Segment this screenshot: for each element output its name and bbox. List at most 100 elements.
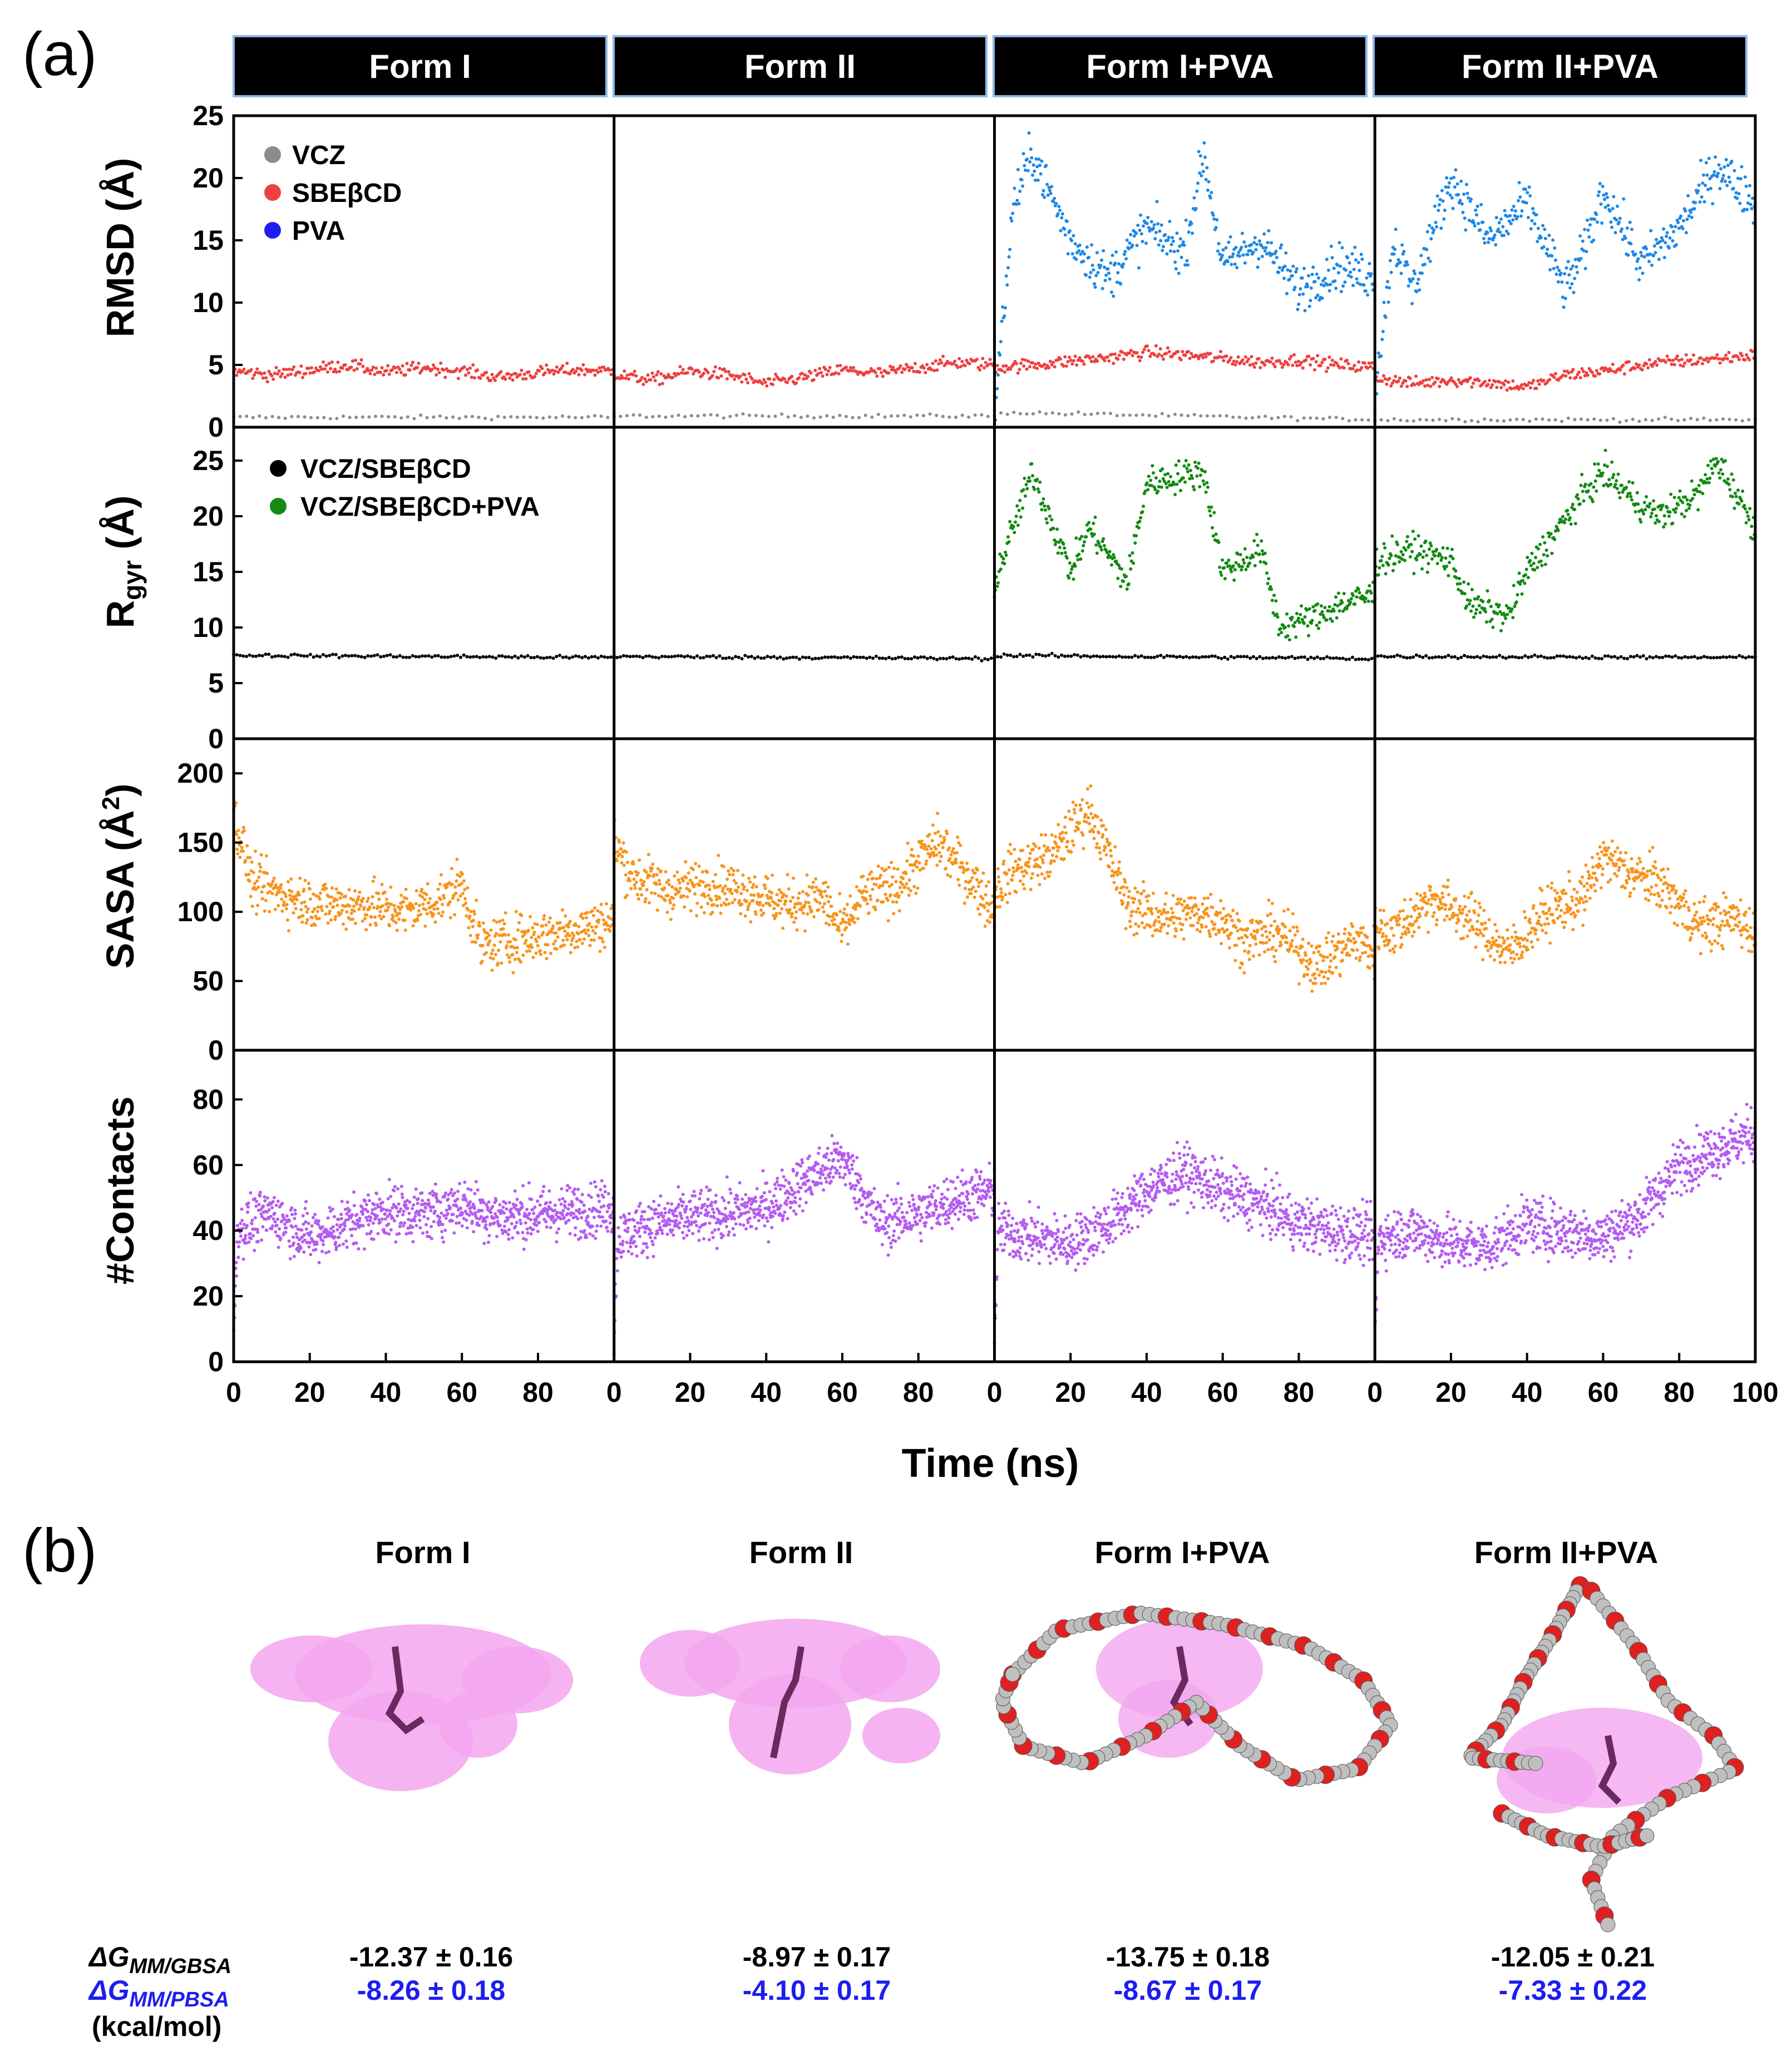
data-point — [1000, 369, 1004, 373]
data-point — [1520, 592, 1524, 596]
data-point — [1503, 209, 1507, 212]
data-point — [539, 952, 543, 956]
data-point — [915, 866, 919, 869]
data-point — [353, 909, 356, 913]
data-point — [1544, 562, 1547, 566]
data-point — [891, 365, 895, 369]
data-point — [1696, 189, 1700, 193]
data-point — [1037, 653, 1041, 656]
data-point — [1008, 843, 1012, 846]
data-point — [1650, 418, 1654, 422]
data-point — [350, 359, 354, 363]
data-point — [1502, 419, 1505, 423]
data-point — [1206, 485, 1210, 489]
data-point — [359, 358, 363, 362]
data-point — [1717, 471, 1721, 475]
data-point — [1309, 655, 1313, 659]
data-point — [587, 933, 591, 937]
data-point — [1414, 653, 1418, 657]
data-point — [1667, 246, 1671, 250]
data-point — [1250, 243, 1253, 246]
data-point — [1102, 824, 1105, 828]
data-point — [361, 919, 364, 923]
data-point — [1293, 621, 1297, 625]
data-point — [1167, 350, 1171, 354]
data-point — [236, 828, 240, 832]
data-point — [1065, 556, 1069, 560]
data-point — [1568, 376, 1572, 380]
data-point — [1291, 363, 1295, 367]
data-point — [1439, 558, 1443, 562]
data-point — [1231, 416, 1235, 419]
data-point — [957, 841, 961, 845]
data-point — [714, 873, 717, 877]
data-point — [655, 373, 659, 377]
data-point — [606, 923, 610, 927]
data-point — [1667, 515, 1671, 518]
data-point — [334, 370, 338, 374]
data-point — [1037, 490, 1041, 494]
data-point — [1504, 229, 1508, 233]
data-point — [857, 416, 861, 419]
data-point — [1692, 353, 1696, 357]
data-point — [1737, 654, 1741, 658]
data-point — [964, 879, 967, 883]
data-point — [633, 369, 636, 373]
data-point — [1556, 280, 1560, 284]
data-point — [1554, 273, 1558, 276]
data-point — [1122, 893, 1126, 897]
data-point — [1468, 602, 1471, 606]
data-point — [855, 885, 858, 888]
data-point — [1123, 250, 1127, 254]
data-point — [807, 656, 811, 659]
data-point — [1117, 564, 1121, 567]
data-point — [672, 903, 676, 907]
data-point — [1356, 587, 1360, 591]
data-point — [1078, 803, 1082, 807]
data-point — [561, 414, 564, 418]
data-point — [1026, 169, 1030, 172]
data-point — [1327, 355, 1331, 359]
data-point — [1132, 561, 1136, 565]
data-point — [606, 655, 610, 659]
data-point — [460, 882, 463, 886]
data-point — [1135, 244, 1139, 248]
data-point — [897, 894, 901, 898]
data-point — [1405, 384, 1409, 388]
data-point — [488, 939, 492, 943]
data-point — [398, 367, 402, 371]
data-point — [1379, 654, 1383, 658]
data-point — [1360, 258, 1364, 261]
data-point — [1383, 546, 1387, 550]
data-point — [571, 368, 575, 372]
data-point — [1633, 510, 1637, 513]
data-point — [1421, 379, 1425, 383]
data-point — [331, 653, 335, 656]
data-point — [596, 370, 600, 374]
data-point — [1728, 488, 1732, 492]
data-point — [1214, 532, 1218, 536]
data-point — [1405, 260, 1409, 264]
data-point — [1495, 385, 1499, 389]
data-point — [1579, 483, 1583, 487]
data-point — [340, 654, 344, 658]
data-point — [1161, 249, 1164, 253]
data-point — [1440, 189, 1444, 192]
data-point — [1186, 414, 1190, 418]
data-point — [1652, 254, 1656, 258]
data-point — [1645, 362, 1648, 366]
data-point — [761, 414, 764, 418]
data-point — [1603, 197, 1607, 201]
data-point — [1181, 240, 1185, 244]
data-point — [1293, 285, 1297, 289]
data-point — [734, 413, 738, 417]
data-point — [1270, 417, 1273, 421]
data-point — [1394, 228, 1398, 231]
data-point — [925, 848, 929, 851]
data-point — [1059, 538, 1063, 542]
data-point — [904, 872, 908, 876]
data-point — [1569, 522, 1573, 526]
data-point — [644, 654, 648, 658]
data-point — [981, 357, 985, 360]
data-point — [1450, 417, 1454, 421]
